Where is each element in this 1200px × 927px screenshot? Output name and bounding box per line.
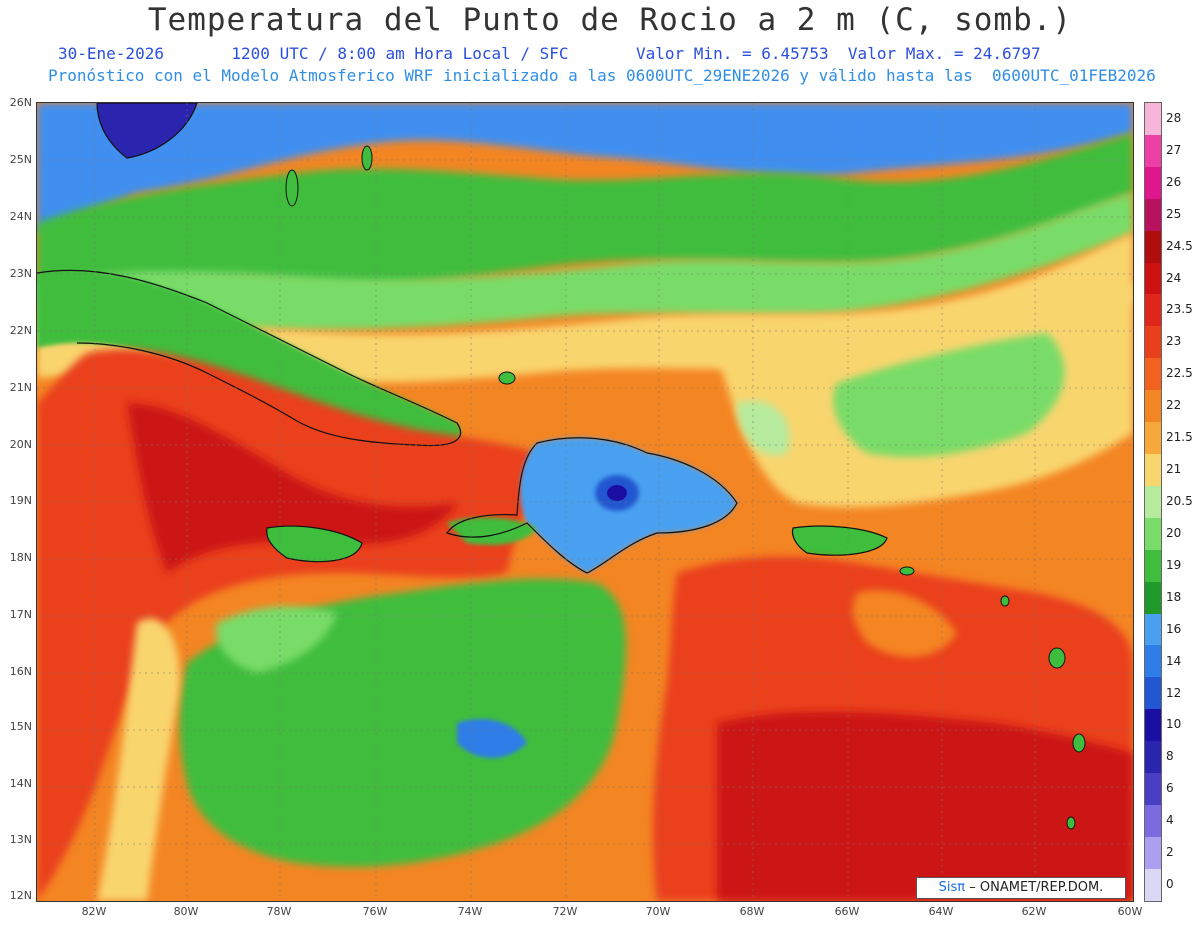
- lat-label: 26N: [9, 96, 32, 109]
- color-scale-label: 19: [1166, 557, 1182, 572]
- sispi-logo: Sisπ: [938, 880, 966, 895]
- color-scale-label: 23.5: [1166, 302, 1193, 317]
- lat-label: 13N: [9, 833, 32, 846]
- color-scale-label: 24: [1166, 270, 1182, 285]
- color-scale-label: 28: [1166, 110, 1182, 125]
- color-scale-swatch: [1145, 198, 1161, 231]
- color-scale-label: 24.5: [1166, 238, 1193, 253]
- color-scale-swatch: [1145, 326, 1161, 359]
- color-scale-swatch: [1145, 741, 1161, 774]
- color-scale-swatch: [1145, 549, 1161, 582]
- color-scale-label: 20.5: [1166, 494, 1193, 508]
- color-scale-label: 12: [1166, 685, 1182, 700]
- lat-label: 23N: [9, 267, 32, 280]
- color-scale-label: 26: [1166, 174, 1182, 189]
- lon-label: 80W: [173, 905, 199, 918]
- lat-label: 20N: [9, 438, 32, 451]
- lat-label: 18N: [9, 551, 32, 564]
- lon-label: 66W: [834, 905, 860, 918]
- color-scale-swatch: [1145, 134, 1161, 167]
- color-scale-swatch: [1145, 645, 1161, 678]
- lon-label: 82W: [81, 905, 107, 918]
- color-scale-swatch: [1145, 390, 1161, 423]
- color-scale-label: 14: [1166, 653, 1182, 668]
- lon-label: 62W: [1021, 905, 1047, 918]
- color-scale-label: 23: [1166, 334, 1182, 349]
- credit-text: – ONAMET/REP.DOM.: [969, 880, 1104, 895]
- color-scale-label: 22: [1166, 398, 1182, 413]
- lon-label: 74W: [457, 905, 483, 918]
- color-scale-swatch: [1145, 677, 1161, 710]
- color-scale-label: 2: [1166, 845, 1174, 860]
- map-title: Temperatura del Punto de Rocio a 2 m (C,…: [147, 2, 1073, 38]
- min-value: Valor Min. = 6.45753: [636, 44, 829, 63]
- model-description: Pronóstico con el Modelo Atmosferico WRF…: [48, 66, 1156, 85]
- color-scale-swatch: [1145, 294, 1161, 327]
- color-scale-swatch: [1145, 804, 1161, 837]
- lon-label: 64W: [928, 905, 954, 918]
- color-scale-swatch: [1145, 358, 1161, 391]
- lon-label: 68W: [739, 905, 765, 918]
- lat-label: 25N: [9, 153, 32, 166]
- color-scale-swatch: [1145, 836, 1161, 869]
- color-scale-label: 21: [1166, 462, 1182, 477]
- color-scale-label: 21.5: [1166, 430, 1193, 445]
- color-scale-swatch: [1145, 422, 1161, 454]
- color-scale-swatch: [1145, 262, 1161, 295]
- color-scale-label: 16: [1166, 621, 1182, 636]
- color-scale-swatch: [1145, 517, 1161, 550]
- color-scale-swatch: [1145, 485, 1161, 518]
- lat-label: 16N: [9, 665, 32, 678]
- color-scale-swatch: [1145, 103, 1161, 135]
- color-scale-label: 22.5: [1166, 366, 1193, 381]
- lon-label: 78W: [266, 905, 292, 918]
- lat-label: 17N: [9, 608, 32, 621]
- forecast-time-line: 30-Ene-2026 1200 UTC / 8:00 am Hora Loca…: [58, 44, 1041, 63]
- color-scale-swatch: [1145, 230, 1161, 263]
- color-scale-bar: [1144, 102, 1162, 902]
- lon-label: 70W: [645, 905, 671, 918]
- color-scale-swatch: [1145, 581, 1161, 614]
- forecast-date: 30-Ene-2026: [58, 44, 164, 63]
- lat-label: 19N: [9, 494, 32, 507]
- color-scale-label: 27: [1166, 142, 1182, 157]
- color-scale-label: 18: [1166, 589, 1182, 604]
- lat-label: 12N: [9, 889, 32, 902]
- lon-label: 76W: [362, 905, 388, 918]
- color-scale-label: 6: [1166, 781, 1174, 796]
- lat-label: 24N: [9, 210, 32, 223]
- lat-label: 21N: [9, 381, 32, 394]
- lat-label: 22N: [9, 324, 32, 337]
- lat-label: 14N: [9, 777, 32, 790]
- credit-box: Sisπ – ONAMET/REP.DOM.: [916, 877, 1126, 899]
- lon-label: 72W: [552, 905, 578, 918]
- color-scale-label: 20: [1166, 525, 1182, 540]
- lat-label: 15N: [9, 720, 32, 733]
- color-scale-label: 25: [1166, 206, 1182, 221]
- color-scale-label: 10: [1166, 717, 1182, 732]
- color-scale-swatch: [1145, 868, 1161, 901]
- max-value: Valor Max. = 24.6797: [847, 44, 1041, 63]
- color-scale-label: 4: [1166, 813, 1174, 828]
- forecast-time: 1200 UTC / 8:00 am Hora Local / SFC: [231, 44, 569, 63]
- color-scale-swatch: [1145, 773, 1161, 805]
- color-scale-label: 8: [1166, 749, 1174, 764]
- color-scale-swatch: [1145, 613, 1161, 646]
- color-scale-swatch: [1145, 166, 1161, 199]
- dewpoint-map: [36, 102, 1134, 902]
- lon-label: 60W: [1117, 905, 1143, 918]
- color-scale-swatch: [1145, 453, 1161, 486]
- color-scale-label: 0: [1166, 877, 1174, 892]
- color-scale-swatch: [1145, 709, 1161, 742]
